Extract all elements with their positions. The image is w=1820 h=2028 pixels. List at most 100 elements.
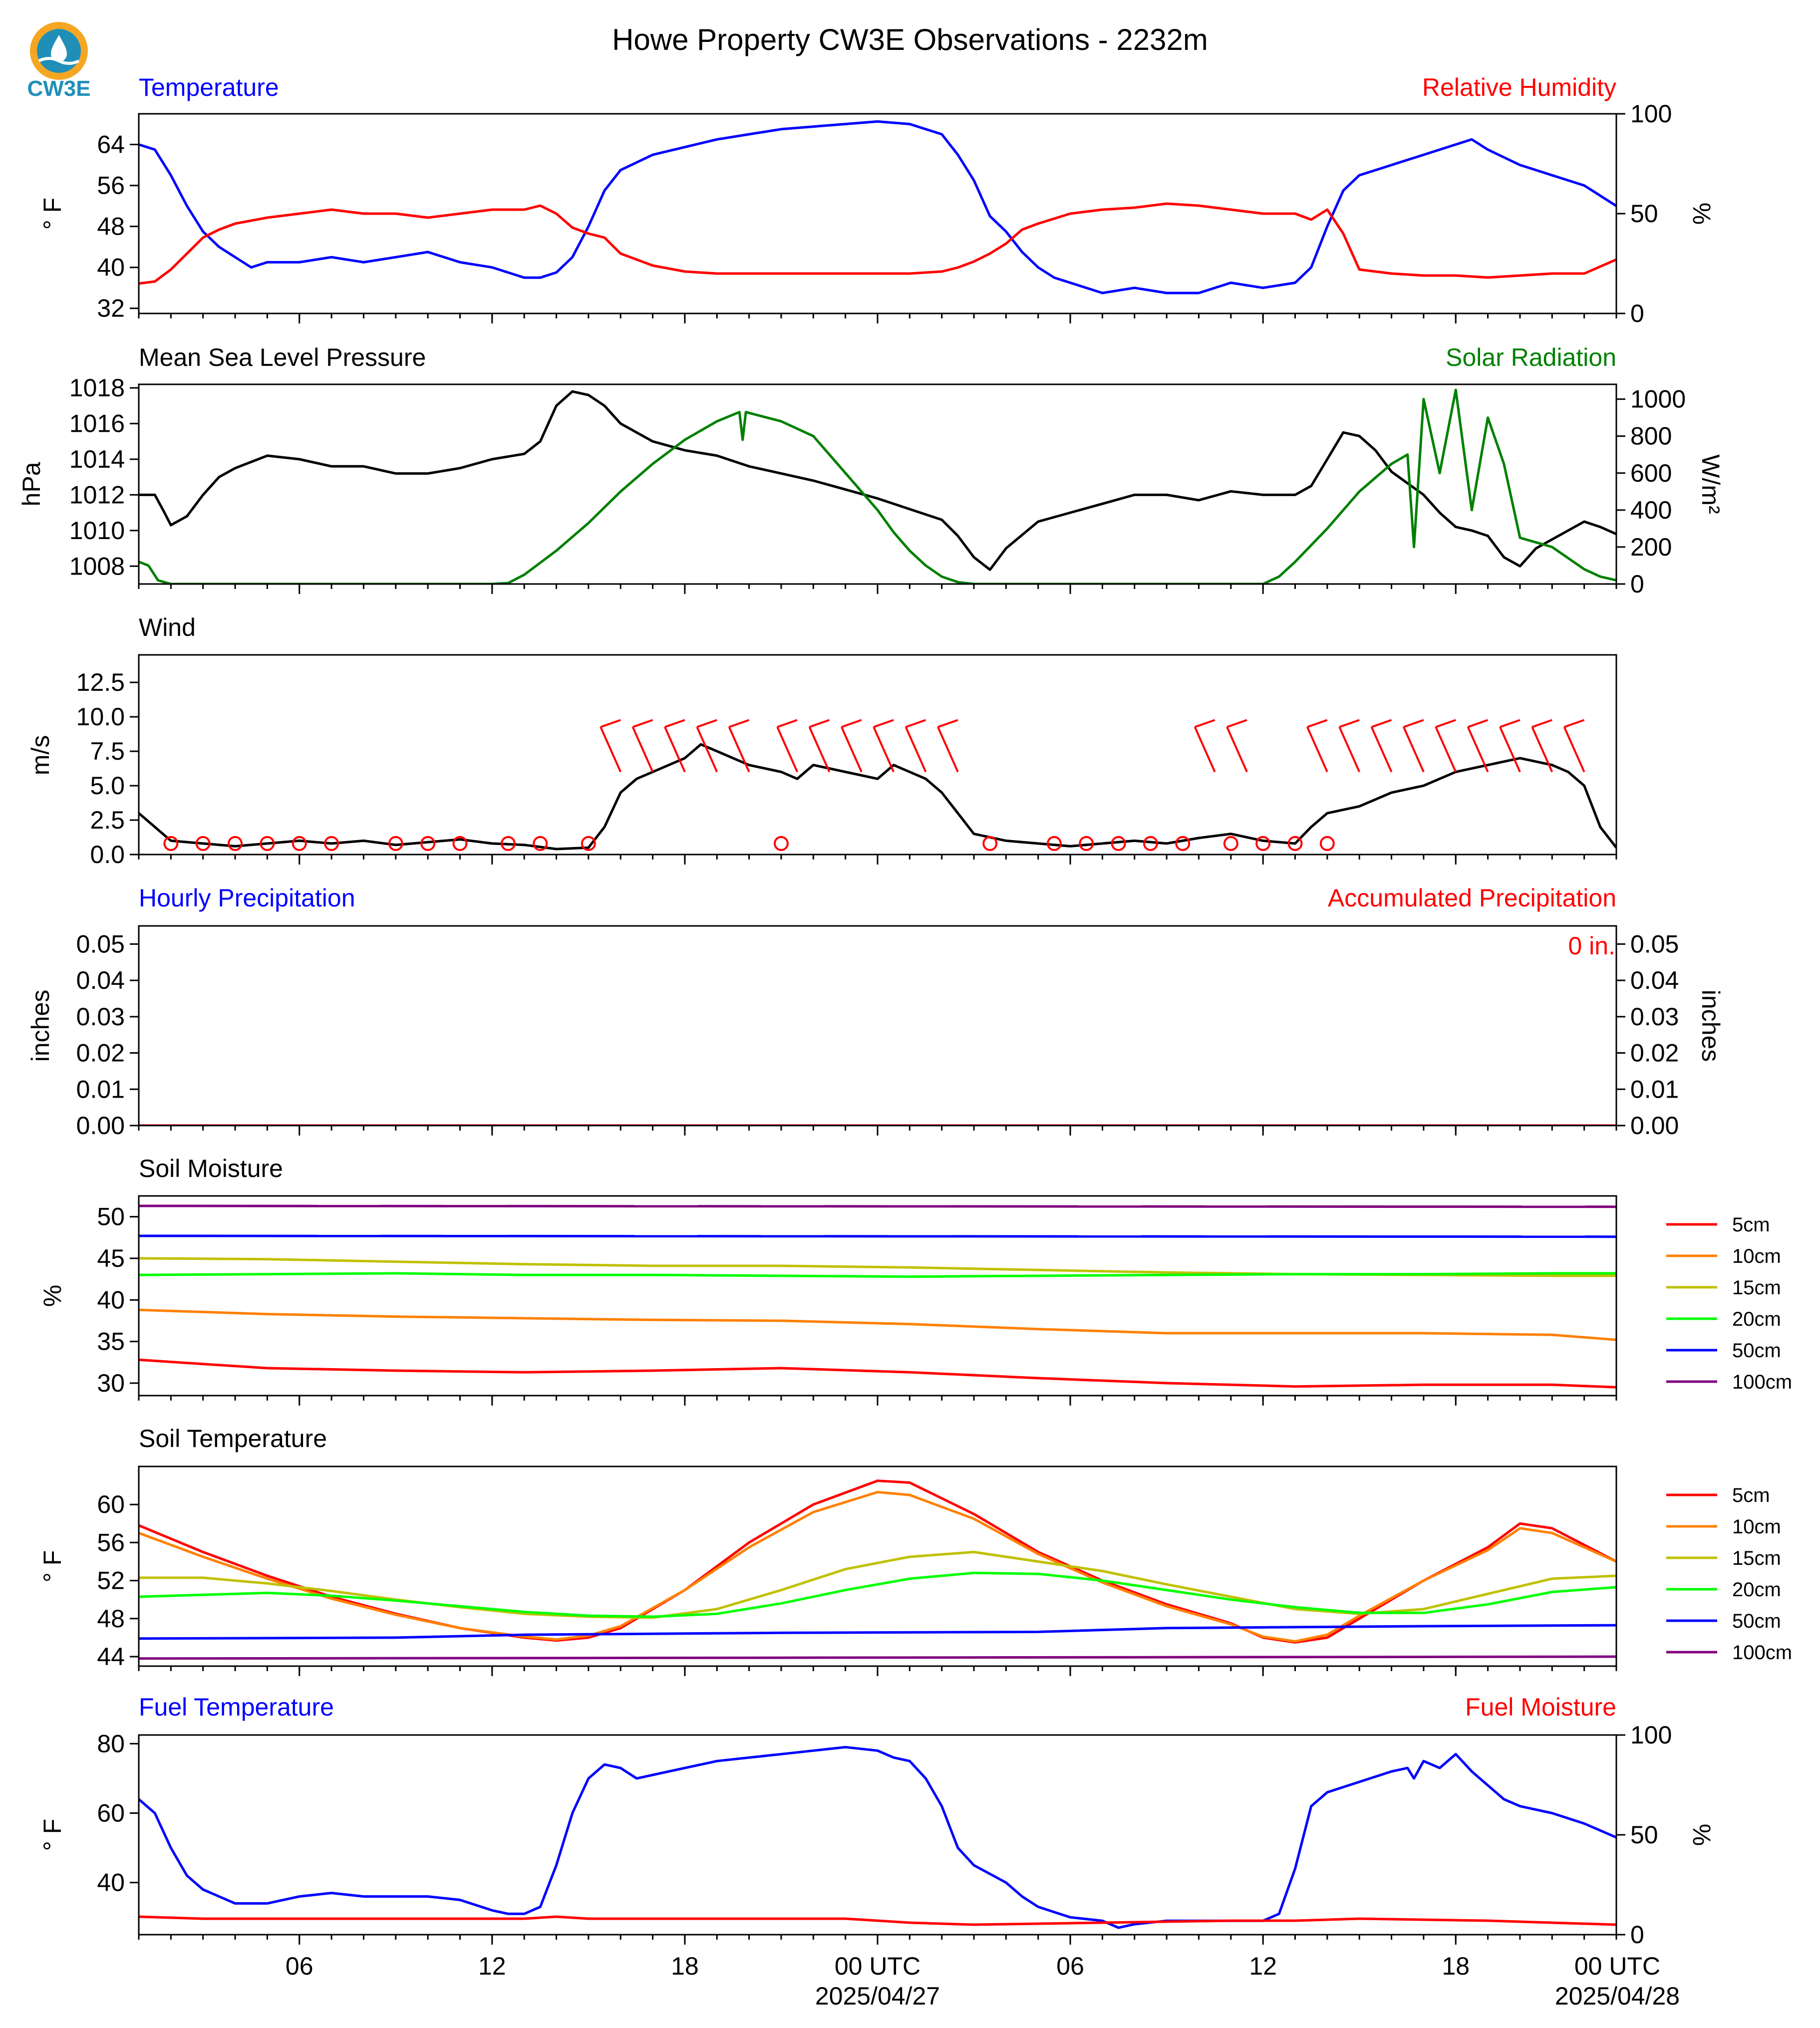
wind-barb-icon: [841, 719, 863, 773]
wind-y-tick-label: 5.0: [90, 772, 125, 800]
wind-calm-circle: [163, 836, 179, 851]
temperature-series-group: [139, 120, 1616, 294]
fuel-series-fuel-temperature: [139, 1745, 1616, 1929]
precip-left-unit: inches: [26, 990, 54, 1062]
logo-drop-icon: [51, 35, 67, 62]
wind-barb-icon: [937, 719, 959, 773]
fuel-y-tick-label: 80: [97, 1730, 125, 1757]
soil_temperature-series-10cm: [139, 1490, 1616, 1643]
temperature-plot: [138, 113, 1617, 323]
pressure-y-tick-label: 1012: [69, 481, 125, 509]
wind-calm-circle: [420, 836, 436, 851]
wind-barb-icon: [1403, 719, 1425, 773]
soil_temperature-legend-label: 15cm: [1732, 1547, 1781, 1569]
wind-calm-circle: [1046, 836, 1062, 851]
wind-barb-icon: [1226, 719, 1248, 773]
wind-barb-icon: [776, 719, 798, 773]
fuel-moisture-title: Fuel Moisture: [1465, 1693, 1616, 1721]
temperature-y-tick-label: 32: [97, 294, 125, 322]
temperature-y2-tick-label: 0: [1630, 299, 1644, 327]
soil-moisture-plot: [138, 1195, 1617, 1406]
soil_temperature-series-20cm: [139, 1571, 1616, 1618]
wind-calm-circle: [260, 836, 275, 851]
soil-temperature-panel: Soil Temperature ° F 44 48 52 56 60 5cm 10cm 1…: [38, 1425, 1792, 1676]
temperature-y2-tick-label: 100: [1630, 100, 1672, 128]
wind-calm-circle: [982, 836, 998, 851]
relative-humidity-title: Relative Humidity: [1422, 73, 1616, 101]
wind-barb-icon: [728, 719, 750, 773]
wind-barb-icon: [1370, 719, 1393, 773]
pressure-y2-tick-label: 800: [1630, 422, 1672, 450]
solar-radiation-title: Solar Radiation: [1446, 343, 1616, 371]
wind-y-tick-label: 0.0: [90, 841, 125, 869]
wind-calm-circle: [501, 836, 516, 851]
fuel-series-group: [139, 1745, 1616, 1929]
fuel-temperature-y-unit: ° F: [38, 1819, 66, 1851]
wind-calm-circle: [1255, 836, 1271, 851]
wind-frame: [138, 654, 1617, 856]
wind-barb-icon: [664, 719, 686, 773]
pressure-panel: Mean Sea Level Pressure Solar Radiation …: [17, 343, 1725, 598]
accum-precip-title: Accumulated Precipitation: [1328, 884, 1616, 912]
temperature-y2-tick-label: 50: [1630, 200, 1658, 228]
precip-left-ticks: 0.00 0.01 0.02 0.03 0.04 0.05: [76, 930, 139, 1140]
wind-barb-icon: [600, 719, 622, 773]
time-tick-label: 12: [478, 1952, 506, 1980]
wind-series-group: [139, 743, 1616, 851]
wind-barb-icon: [1499, 719, 1521, 773]
wind-calm-circle: [1223, 836, 1238, 851]
temperature-panel: Temperature Relative Humidity ° F % 32 40…: [38, 73, 1716, 327]
soil_temperature-legend-label: 100cm: [1732, 1642, 1792, 1664]
date-label: 2025/04/28: [1555, 1982, 1680, 2010]
temperature-series-temperature: [139, 120, 1616, 294]
soil_moisture-y-tick-label: 35: [97, 1328, 125, 1356]
wind-y-tick-label: 12.5: [76, 668, 125, 696]
wind-barb-icon: [1194, 719, 1216, 773]
wind-barb-icon: [873, 719, 895, 773]
wind-y-tick-label: 10.0: [76, 703, 125, 731]
wind-barb-icon: [1435, 719, 1457, 773]
figure-title: Howe Property CW3E Observations - 2232m: [612, 23, 1208, 56]
wind-barb-icon: [808, 719, 831, 773]
wind-calm-circle: [1319, 836, 1335, 851]
pressure-series-mean-sea-level-pressure: [139, 390, 1616, 571]
wind-barb-icon: [1306, 719, 1328, 773]
wind-series-wind-speed: [139, 743, 1616, 851]
solar-y-unit: W/m²: [1697, 454, 1725, 514]
pressure-y2-tick-label: 600: [1630, 459, 1672, 487]
wind-calm-circle: [773, 836, 789, 851]
temperature-y-tick-label: 48: [97, 213, 125, 241]
pressure-y-tick-label: 1018: [69, 374, 125, 402]
wind-barb-icon: [1531, 719, 1553, 773]
wind-title: Wind: [139, 613, 196, 641]
precip-y-tick-label: 0.01: [76, 1075, 125, 1103]
logo-text: CW3E: [27, 76, 90, 101]
fuel-left-ticks: 40 60 80: [97, 1730, 139, 1897]
wind-y-unit: m/s: [26, 735, 54, 776]
precip-frame: [138, 925, 1617, 1127]
soil-temperature-left-ticks: 44 48 52 56 60: [97, 1490, 139, 1671]
soil_moisture-y-tick-label: 45: [97, 1244, 125, 1272]
pressure-series-group: [139, 388, 1616, 584]
pressure-y2-tick-label: 1000: [1630, 385, 1686, 413]
soil_moisture-legend-label: 15cm: [1732, 1277, 1781, 1299]
soil_temperature-y-tick-label: 48: [97, 1605, 125, 1633]
soil_moisture-legend-label: 100cm: [1732, 1371, 1792, 1393]
temperature-series-relative-humidity: [139, 202, 1616, 285]
wind-left-ticks: 0.0 2.5 5.0 7.5 10.0 12.5: [76, 668, 139, 869]
soil_moisture-legend-label: 10cm: [1732, 1245, 1781, 1267]
wind-calm-circle: [1175, 836, 1191, 851]
precip-y-tick-label: 0.02: [76, 1039, 125, 1067]
cw3e-logo: CW3E: [27, 22, 91, 101]
temperature-title: Temperature: [139, 73, 279, 101]
soil_temperature-series-5cm: [139, 1479, 1616, 1644]
time-tick-label: 00 UTC: [1574, 1952, 1660, 1980]
soil-moisture-panel: Soil Moisture % 30 35 40 45 50 5cm 10cm 15cm 20…: [38, 1155, 1792, 1406]
wind-calm-circle: [1111, 836, 1126, 851]
soil-moisture-legend: 5cm 10cm 15cm 20cm 50cm 100cm: [1666, 1214, 1792, 1393]
pressure-series-solar-radiation: [139, 388, 1616, 584]
soil_temperature-series-50cm: [139, 1624, 1616, 1640]
wind-barb-icon: [1563, 719, 1585, 773]
precip-y2-tick-label: 0.00: [1630, 1112, 1679, 1140]
